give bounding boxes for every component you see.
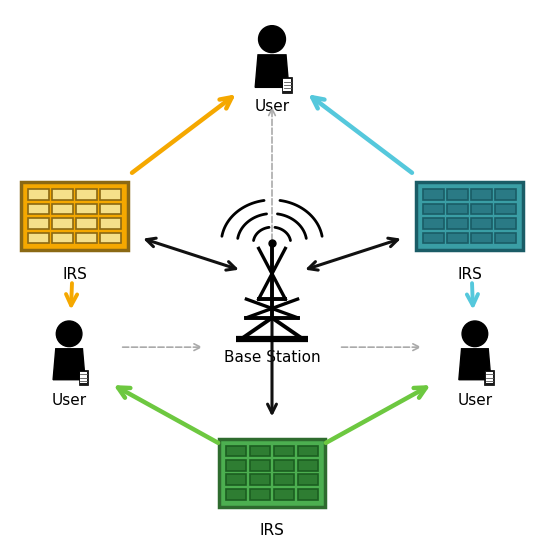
Bar [100, 218, 121, 229]
Bar [79, 370, 88, 385]
Text: IRS: IRS [62, 267, 87, 282]
Bar [298, 489, 318, 499]
Text: User: User [458, 393, 492, 407]
Bar [298, 474, 318, 485]
Bar [274, 460, 294, 471]
Bar [80, 372, 87, 384]
Polygon shape [255, 55, 289, 88]
Bar [219, 438, 325, 506]
Bar [28, 218, 48, 229]
Bar [28, 233, 48, 243]
Bar [472, 233, 492, 243]
Bar [472, 189, 492, 200]
Bar [76, 189, 97, 200]
Bar [274, 489, 294, 499]
Text: IRS: IRS [457, 267, 482, 282]
Bar [447, 233, 468, 243]
Bar [52, 218, 72, 229]
Bar [250, 474, 270, 485]
Bar [423, 218, 444, 229]
Bar [496, 218, 516, 229]
Bar [298, 460, 318, 471]
Bar [226, 460, 246, 471]
Bar [283, 79, 291, 91]
Bar [250, 446, 270, 456]
Bar [486, 372, 493, 384]
Bar [472, 218, 492, 229]
Text: IRS: IRS [259, 523, 285, 539]
Circle shape [56, 321, 82, 347]
Bar [250, 460, 270, 471]
Bar [423, 189, 444, 200]
Text: User: User [255, 99, 289, 114]
Bar [274, 446, 294, 456]
Bar [28, 204, 48, 214]
Bar [52, 189, 72, 200]
Bar [496, 233, 516, 243]
Bar [28, 189, 48, 200]
Bar [496, 189, 516, 200]
Bar [76, 218, 97, 229]
Bar [100, 204, 121, 214]
Bar [485, 370, 494, 385]
Polygon shape [53, 349, 85, 380]
Bar [447, 218, 468, 229]
Bar [496, 204, 516, 214]
Bar [282, 77, 292, 93]
Bar [298, 446, 318, 456]
Circle shape [462, 321, 488, 347]
Bar [76, 233, 97, 243]
Bar [416, 182, 523, 250]
Bar [100, 189, 121, 200]
Bar [274, 474, 294, 485]
Bar [21, 182, 128, 250]
Bar [76, 204, 97, 214]
Bar [52, 204, 72, 214]
Bar [423, 204, 444, 214]
Circle shape [258, 26, 286, 53]
Bar [447, 204, 468, 214]
Bar [250, 489, 270, 499]
Polygon shape [459, 349, 491, 380]
Bar [472, 204, 492, 214]
Bar [100, 233, 121, 243]
Bar [447, 189, 468, 200]
Bar [423, 233, 444, 243]
Bar [52, 233, 72, 243]
Text: User: User [52, 393, 86, 407]
Bar [226, 474, 246, 485]
Text: Base Station: Base Station [224, 350, 320, 365]
Bar [226, 489, 246, 499]
Bar [226, 446, 246, 456]
